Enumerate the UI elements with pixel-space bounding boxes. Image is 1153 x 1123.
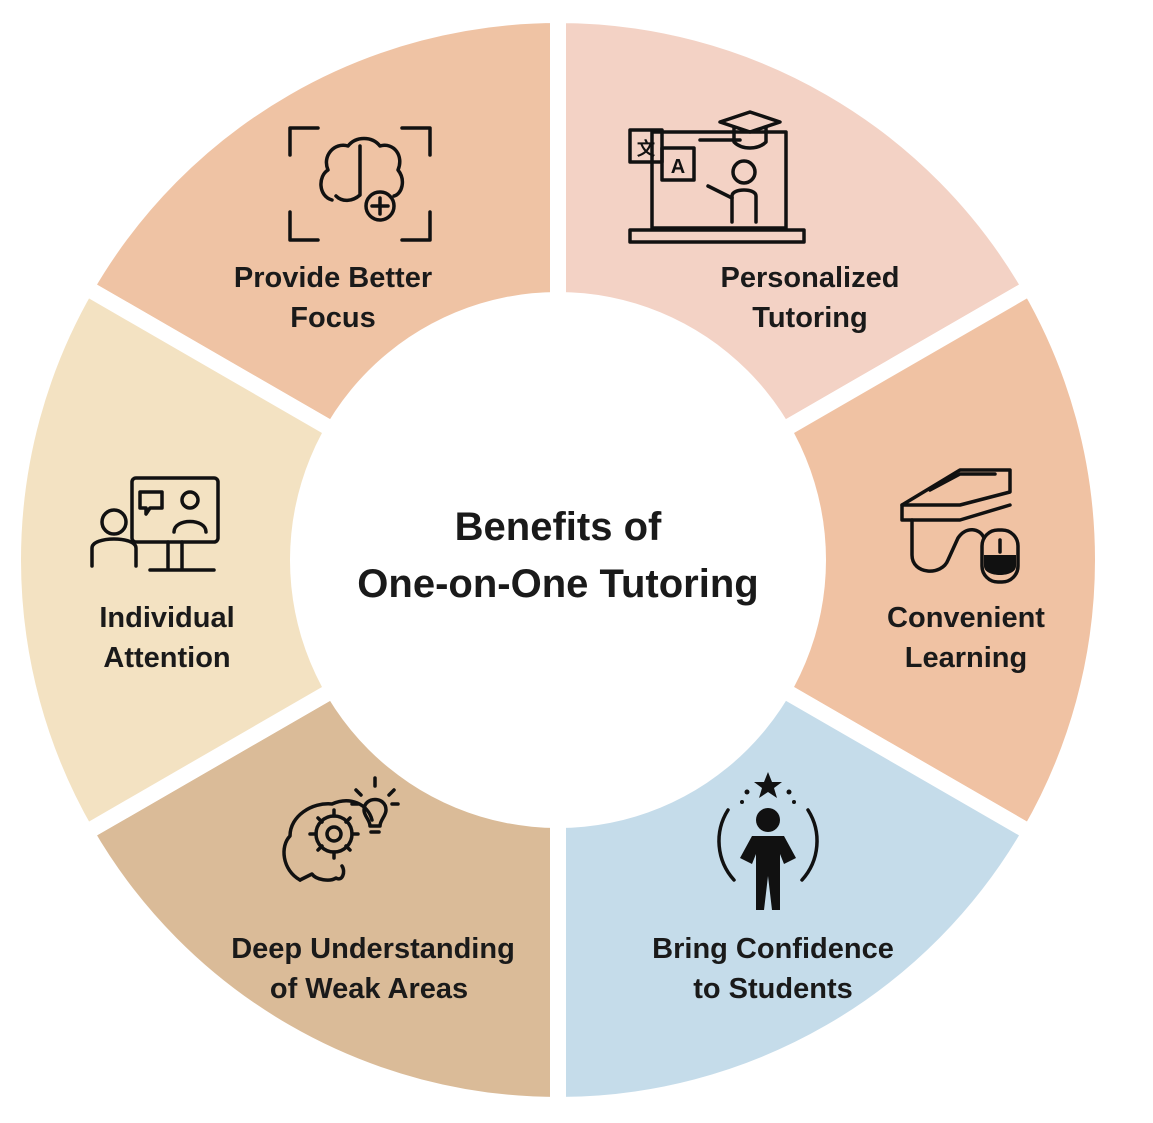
center-title-line1: Benefits of [455, 505, 662, 549]
segment-label-individual-line1: Individual [99, 602, 234, 634]
center-circle [290, 292, 826, 828]
segment-label-focus-line1: Provide Better [234, 262, 432, 294]
svg-text:A: A [671, 156, 685, 178]
video-call-icon [90, 476, 220, 572]
laptop-book-mouse-icon [900, 468, 1020, 584]
online-teacher-icon: 文 A [628, 110, 806, 244]
svg-text:文: 文 [637, 138, 656, 159]
segment-label-deep-line2: of Weak Areas [270, 973, 468, 1005]
segment-label-convenient-line1: Convenient [887, 602, 1045, 634]
center-title-line2: One-on-One Tutoring [357, 562, 758, 606]
brain-focus-icon [288, 126, 432, 242]
segment-label-personalized-line1: Personalized [721, 262, 900, 294]
segment-label-focus-line2: Focus [290, 302, 375, 334]
confident-student-icon [717, 772, 819, 910]
segment-label-personalized-line2: Tutoring [752, 302, 867, 334]
segment-label-individual-line2: Attention [103, 642, 230, 674]
segment-label-confidence-line1: Bring Confidence [652, 933, 894, 965]
segment-label-deep-line1: Deep Understanding [231, 933, 515, 965]
segment-label-convenient-line2: Learning [905, 642, 1027, 674]
head-gear-bulb-icon [282, 776, 400, 882]
segment-convenient [542, 276, 1111, 844]
segment-label-confidence-line2: to Students [693, 973, 853, 1005]
segment-individual [5, 276, 574, 844]
